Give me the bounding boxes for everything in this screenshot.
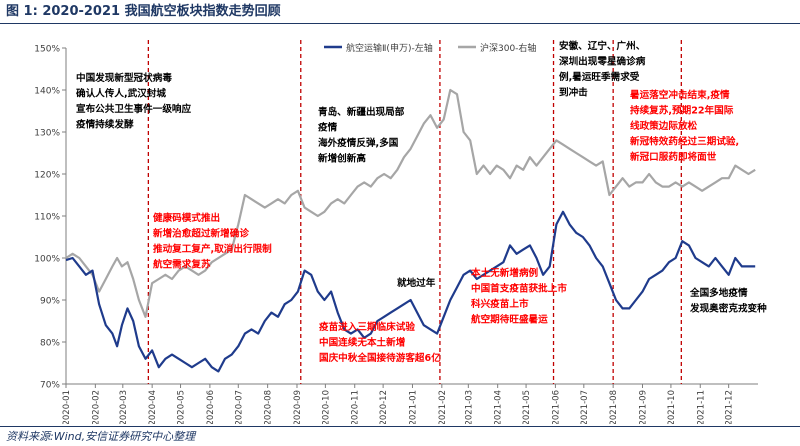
annotation-text: 中国连续无本土新增 — [319, 337, 405, 349]
annotation-text: 航空需求复苏 — [153, 259, 211, 271]
annotation-text: 国庆中秋全国接待游客超6亿 — [319, 352, 441, 364]
legend-label: 航空运输Ⅱ(申万)-左轴 — [346, 42, 433, 54]
x-tick-label: 2021-08 — [609, 390, 619, 424]
annotation-text: 青岛、新疆出现局部 — [318, 106, 405, 118]
annotation-text: 持续复苏,预期22年国际 — [630, 105, 734, 117]
annotation-text: 新增治愈超过新增确诊 — [153, 228, 249, 240]
annotation-text: 就地过年 — [397, 277, 436, 289]
x-tick-label: 2020-11 — [351, 390, 361, 424]
annotation-text: 新增创新高 — [318, 153, 366, 165]
legend: 航空运输Ⅱ(申万)-左轴 沪深300-右轴 — [324, 42, 536, 54]
event-lines — [147, 40, 682, 384]
series-line-csi300 — [65, 88, 756, 318]
annotation-text: 本土无新增病例 — [470, 267, 539, 279]
source-note: 资料来源:Wind,安信证券研究中心整理 — [6, 430, 196, 443]
x-tick-label: 2020-07 — [234, 390, 244, 424]
x-tick-label: 2021-04 — [494, 390, 504, 424]
annotation-text: 疫苗进入三期临床试验 — [319, 321, 415, 333]
series-lines — [65, 88, 756, 373]
figure-title-text: 2020-2021 我国航空板块指数走势回顾 — [42, 4, 281, 19]
annotation-text: 线政策边际放松 — [630, 120, 698, 132]
annotation-text: 确认人传人,武汉封城 — [76, 88, 166, 100]
legend-label: 沪深300-右轴 — [480, 42, 536, 54]
y-tick-label: 100% — [34, 255, 60, 265]
axes: 70% 80% 90% 100% 110% 120% 130% 140% 150% 2020-01… — [34, 45, 758, 424]
x-tick-label: 2021-02 — [438, 390, 448, 424]
title-rule — [0, 23, 800, 24]
x-tick-label: 2020-06 — [206, 390, 216, 424]
annotation-text: 全国多地疫情 — [689, 287, 748, 299]
annotations: 中国发现新型冠状病毒确认人传人,武汉封城宣布公共卫生事件一级响应疫情持续发酵健康… — [76, 40, 767, 364]
x-tick-label: 2020-02 — [91, 390, 101, 424]
figure-title: 图 1: 2020-2021 我国航空板块指数走势回顾 — [6, 3, 281, 21]
annotation-text: 中国首支疫苗获批上市 — [471, 283, 567, 295]
annotation-text: 新冠特效药经过三期试验, — [630, 136, 739, 148]
annotation-text: 中国发现新型冠状病毒 — [76, 72, 172, 84]
annotation-text: 推动复工复产,取消出行限制 — [153, 243, 272, 255]
y-tick-label: 110% — [34, 213, 60, 223]
x-tick-label: 2020-09 — [293, 390, 303, 424]
x-tick-label: 2021-05 — [522, 390, 532, 424]
x-tick-label: 2020-01 — [62, 390, 72, 424]
annotation-text: 健康码模式推出 — [153, 212, 220, 224]
source-rule — [0, 426, 800, 427]
x-tick-label: 2021-06 — [551, 390, 561, 424]
annotation-text: 到冲击 — [559, 87, 588, 99]
x-tick-label: 2021-12 — [725, 390, 735, 424]
x-tick-label: 2020-08 — [264, 390, 274, 424]
y-tick-label: 90% — [40, 297, 60, 307]
y-tick-label: 140% — [34, 87, 60, 97]
figure-label: 图 1: — [6, 4, 38, 19]
x-tick-label: 2021-03 — [464, 390, 474, 424]
annotation-text: 宣布公共卫生事件一级响应 — [76, 103, 192, 115]
x-tick-label: 2020-04 — [148, 390, 158, 424]
annotation-text: 疫情 — [318, 122, 338, 134]
x-tick-label: 2021-07 — [580, 390, 590, 424]
x-tick-label: 2020-05 — [177, 390, 187, 424]
x-tick-label: 2020-10 — [321, 390, 331, 424]
x-tick-label: 2021-10 — [667, 390, 677, 424]
annotation-text: 安徽、辽宁、广州、 — [559, 40, 645, 52]
series-line-airline — [65, 210, 756, 373]
x-tick-label: 2021-11 — [696, 390, 706, 424]
y-tick-label: 120% — [34, 171, 60, 181]
x-tick-label: 2020-12 — [379, 390, 389, 424]
line-chart: 70% 80% 90% 100% 110% 120% 130% 140% 150% 2020-01… — [34, 40, 767, 424]
annotation-text: 暑运落空冲击结束,疫情 — [629, 89, 730, 101]
x-tick-label: 2021-09 — [639, 390, 649, 424]
annotation-text: 深圳出现零星确诊病 — [559, 56, 646, 68]
y-tick-label: 150% — [34, 45, 60, 55]
x-tick-label: 2020-03 — [119, 390, 129, 424]
y-tick-label: 80% — [40, 339, 60, 349]
annotation-text: 科兴疫苗上市 — [471, 298, 529, 310]
annotation-text: 新冠口服药即将面世 — [630, 151, 717, 163]
annotation-text: 海外疫情反弹,多国 — [318, 137, 398, 149]
annotation-text: 例,暑运旺季需求受 — [559, 71, 640, 83]
annotation-text: 发现奥密克戎变种 — [689, 303, 767, 315]
x-tick-label: 2021-01 — [408, 390, 418, 424]
annotation-text: 疫情持续发酵 — [76, 119, 134, 131]
y-tick-label: 70% — [40, 381, 60, 391]
annotation-text: 航空期待旺盛暑运 — [471, 314, 548, 326]
y-tick-label: 130% — [34, 129, 60, 139]
